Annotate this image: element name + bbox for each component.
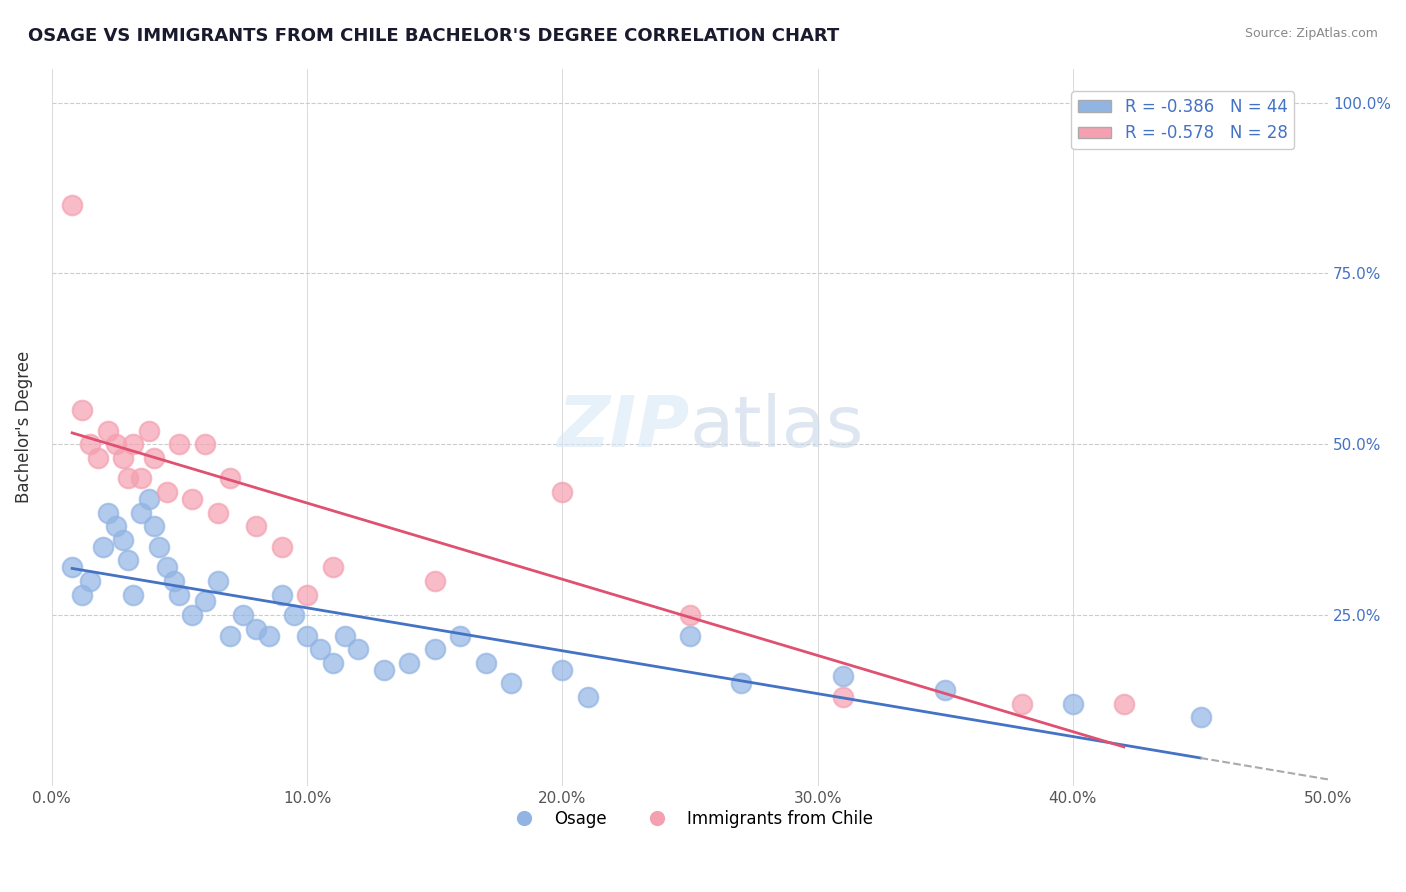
Point <box>283 607 305 622</box>
Point <box>117 553 139 567</box>
Text: OSAGE VS IMMIGRANTS FROM CHILE BACHELOR'S DEGREE CORRELATION CHART: OSAGE VS IMMIGRANTS FROM CHILE BACHELOR'… <box>28 27 839 45</box>
Point <box>730 676 752 690</box>
Point <box>91 540 114 554</box>
Point <box>60 198 83 212</box>
Point <box>97 424 120 438</box>
Point <box>194 594 217 608</box>
Point <box>270 587 292 601</box>
Point <box>112 450 135 465</box>
Point <box>270 540 292 554</box>
Point <box>232 607 254 622</box>
Point <box>335 628 357 642</box>
Point <box>156 560 179 574</box>
Point <box>219 471 242 485</box>
Point <box>207 574 229 588</box>
Point <box>576 690 599 704</box>
Point <box>934 683 956 698</box>
Point <box>138 424 160 438</box>
Legend: Osage, Immigrants from Chile: Osage, Immigrants from Chile <box>501 804 879 835</box>
Point <box>122 437 145 451</box>
Text: Source: ZipAtlas.com: Source: ZipAtlas.com <box>1244 27 1378 40</box>
Point <box>117 471 139 485</box>
Text: atlas: atlas <box>690 392 865 462</box>
Point <box>1112 697 1135 711</box>
Point <box>148 540 170 554</box>
Point <box>679 628 702 642</box>
Point <box>245 622 267 636</box>
Y-axis label: Bachelor's Degree: Bachelor's Degree <box>15 351 32 503</box>
Point <box>97 506 120 520</box>
Point <box>1062 697 1084 711</box>
Point <box>181 491 204 506</box>
Point <box>679 607 702 622</box>
Text: ZIP: ZIP <box>558 392 690 462</box>
Point <box>398 656 420 670</box>
Point <box>60 560 83 574</box>
Point <box>832 690 855 704</box>
Point <box>169 437 191 451</box>
Point <box>295 628 318 642</box>
Point <box>245 519 267 533</box>
Point <box>449 628 471 642</box>
Point <box>122 587 145 601</box>
Point <box>308 642 330 657</box>
Point <box>423 574 446 588</box>
Point <box>112 533 135 547</box>
Point <box>129 506 152 520</box>
Point <box>551 663 574 677</box>
Point <box>423 642 446 657</box>
Point <box>1011 697 1033 711</box>
Point <box>79 574 101 588</box>
Point <box>295 587 318 601</box>
Point <box>501 676 523 690</box>
Point <box>207 506 229 520</box>
Point <box>219 628 242 642</box>
Point <box>551 485 574 500</box>
Point <box>194 437 217 451</box>
Point <box>104 437 127 451</box>
Point <box>138 491 160 506</box>
Point <box>72 403 94 417</box>
Point <box>322 560 344 574</box>
Point <box>79 437 101 451</box>
Point <box>142 450 165 465</box>
Point <box>169 587 191 601</box>
Point <box>347 642 370 657</box>
Point <box>156 485 179 500</box>
Point <box>142 519 165 533</box>
Point <box>257 628 280 642</box>
Point <box>72 587 94 601</box>
Point <box>322 656 344 670</box>
Point <box>832 669 855 683</box>
Point <box>181 607 204 622</box>
Point <box>104 519 127 533</box>
Point <box>86 450 108 465</box>
Point <box>129 471 152 485</box>
Point <box>373 663 395 677</box>
Point <box>163 574 186 588</box>
Point <box>1189 710 1212 724</box>
Legend: R = -0.386   N = 44, R = -0.578   N = 28: R = -0.386 N = 44, R = -0.578 N = 28 <box>1071 91 1295 149</box>
Point <box>474 656 496 670</box>
